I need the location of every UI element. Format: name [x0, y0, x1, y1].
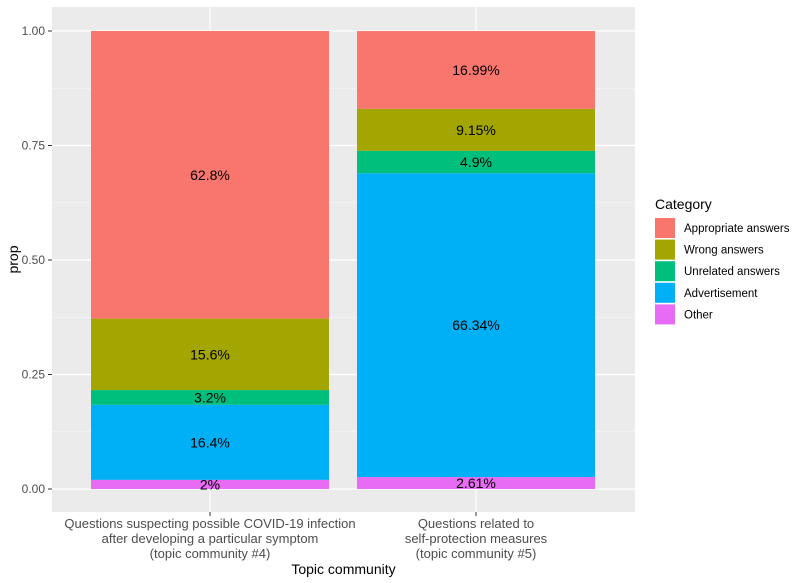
x-tick-label-line: (topic community #4) — [150, 546, 271, 561]
y-tick-label: 0.00 — [22, 482, 46, 496]
x-axis: Questions suspecting possible COVID-19 i… — [64, 512, 548, 561]
y-axis: 0.00 0.25 0.50 0.75 1.00 — [22, 24, 52, 496]
bar-label-unrelated-answers: 3.2% — [194, 389, 226, 405]
bar-segment-unrelated-answers — [357, 150, 595, 174]
legend-key-other — [655, 304, 675, 325]
bar-segment-unrelated-answers — [91, 390, 329, 405]
bar-labels: 2% 16.4% 3.2% 15.6% 62.8% 2.61% 66.34% 4.9% 9.15… — [190, 62, 500, 492]
bar-label-wrong-answers: 15.6% — [190, 346, 230, 362]
bar-segment-other — [91, 479, 329, 489]
legend-key-advertisement — [655, 282, 675, 303]
y-axis-title: prop — [5, 245, 21, 273]
legend-key-appropriate-answers — [655, 218, 675, 238]
y-tick-label: 0.25 — [22, 368, 46, 382]
y-tick-label: 0.75 — [22, 139, 46, 153]
bar-label-advertisement: 66.34% — [452, 317, 499, 333]
x-tick-label: Questions related to self-protection meas… — [405, 516, 548, 561]
legend-title: Category — [655, 196, 712, 212]
bar-segment-appropriate-answers — [91, 31, 329, 319]
bar-segment-advertisement — [91, 404, 329, 480]
bar-label-appropriate-answers: 62.8% — [190, 167, 230, 183]
x-tick-label-line: Questions suspecting possible COVID-19 i… — [64, 516, 355, 531]
x-tick-label-line: Questions related to — [418, 516, 534, 531]
legend-label-unrelated-answers: Unrelated answers — [684, 266, 780, 278]
y-tick-label: 1.00 — [22, 24, 46, 38]
x-tick-label: Questions suspecting possible COVID-19 i… — [64, 516, 355, 561]
x-tick-label-line: after developing a particular symptom — [102, 531, 319, 546]
legend-label-other: Other — [684, 309, 713, 321]
bar-label-wrong-answers: 9.15% — [456, 122, 496, 138]
bar-segment-wrong-answers — [357, 108, 595, 151]
legend: Category Appropriate answers Wrong answer… — [655, 196, 790, 325]
legend-key-wrong-answers — [655, 239, 675, 260]
x-tick-label-line: (topic community #5) — [416, 546, 537, 561]
x-axis-title: Topic community — [291, 561, 395, 577]
bar-label-appropriate-answers: 16.99% — [452, 62, 499, 78]
legend-key-unrelated-answers — [655, 261, 675, 282]
bar-label-other: 2% — [200, 476, 220, 492]
bars — [91, 31, 595, 489]
bar-segment-advertisement — [357, 173, 595, 478]
bar-segment-appropriate-answers — [357, 31, 595, 109]
bar-segment-other — [357, 477, 595, 489]
bar-label-other: 2.61% — [456, 475, 496, 491]
bar-label-advertisement: 16.4% — [190, 434, 230, 450]
bar-label-unrelated-answers: 4.9% — [460, 154, 492, 170]
y-tick-label: 0.50 — [22, 253, 46, 267]
x-tick-label-line: self-protection measures — [405, 531, 548, 546]
legend-label-advertisement: Advertisement — [684, 288, 758, 300]
legend-label-wrong-answers: Wrong answers — [684, 245, 764, 257]
legend-label-appropriate-answers: Appropriate answers — [684, 223, 790, 235]
bar-segment-wrong-answers — [91, 318, 329, 391]
